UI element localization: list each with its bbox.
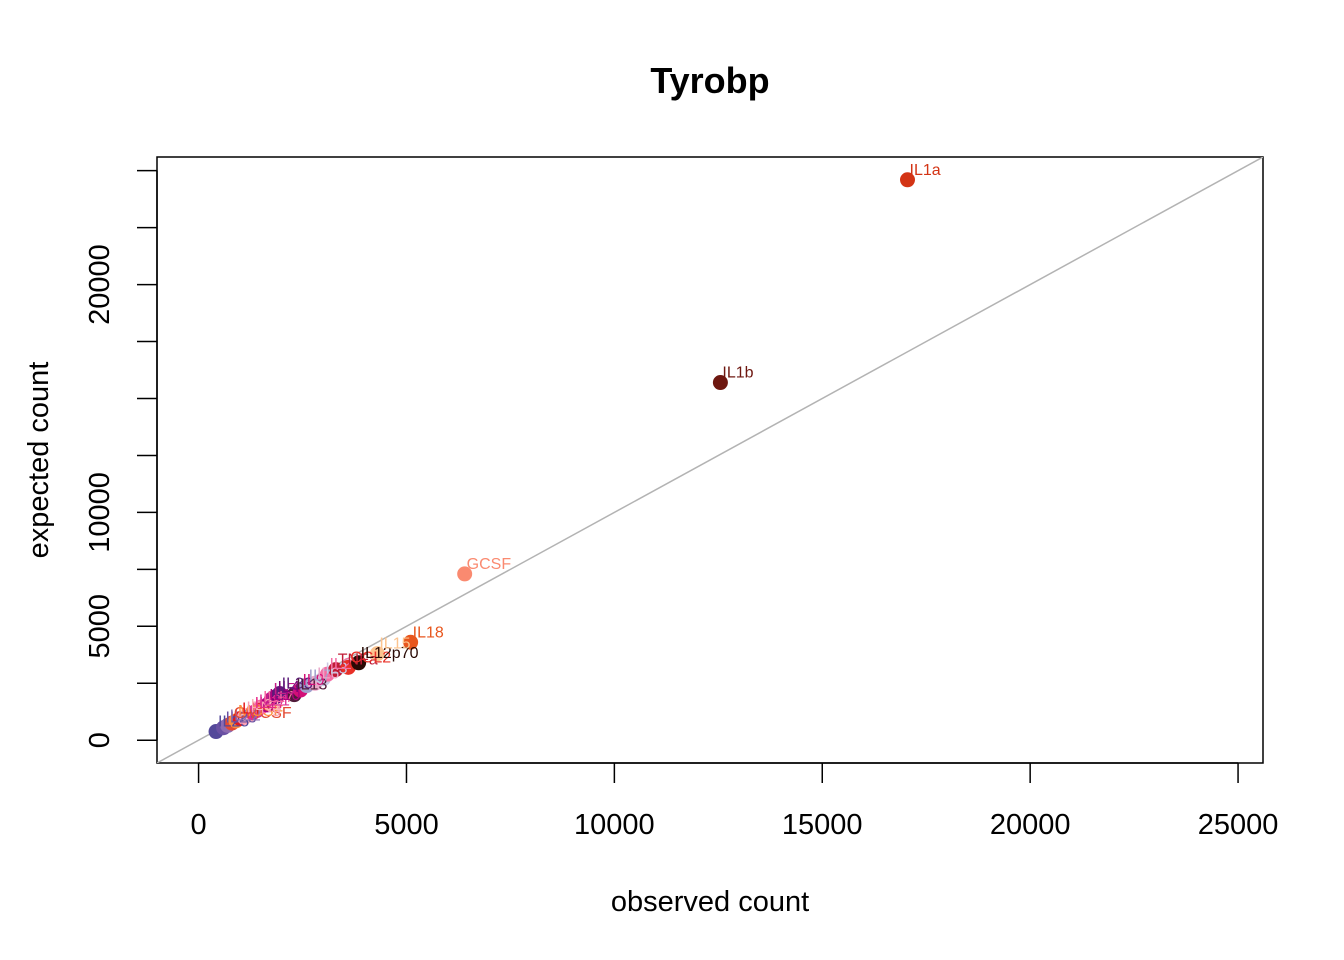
data-point [457, 566, 473, 582]
chart-title: Tyrobp [650, 60, 769, 101]
data-point-label: IL31 [250, 697, 281, 714]
data-point-label: MCSF [238, 703, 284, 720]
data-point-label: IL33 [282, 676, 313, 693]
data-point-label: IL2 [329, 656, 351, 673]
y-axis: 0 5000 10000 20000 [84, 169, 158, 748]
x-tick-label: 15000 [782, 809, 863, 841]
data-point-label: IL17 [263, 689, 294, 706]
data-point [351, 655, 367, 671]
data-point-label: IL15 [379, 636, 410, 653]
x-tick-label: 10000 [574, 809, 655, 841]
data-point-label: IL5 [273, 681, 295, 698]
data-point-label: IL9 [302, 672, 324, 689]
data-point-label: GCSF [467, 556, 512, 573]
data-point-label: GMCSF [234, 705, 292, 722]
y-tick-label: 5000 [84, 594, 116, 659]
x-tick-label: 5000 [374, 809, 439, 841]
x-tick-label: 20000 [990, 809, 1071, 841]
y-tick-label: 0 [84, 732, 116, 748]
data-point [900, 172, 915, 188]
data-point-label: IL25 [218, 714, 249, 731]
data-point-label: IL1b [722, 365, 753, 382]
x-axis: 0 5000 10000 15000 20000 25000 [191, 762, 1279, 841]
data-point-label: TNFa [338, 652, 378, 669]
data-point-label: IL21 [259, 693, 290, 710]
data-point [328, 662, 344, 678]
plot-area: IL25IL23IL22GMCSFMCSFLIFIFNgIL31IL27IL21… [157, 157, 1263, 763]
data-point-label: IL6 [317, 665, 339, 682]
data-point-label: IL4 [278, 679, 300, 696]
y-axis-label: expected count [23, 362, 55, 559]
data-point-label: IL27 [255, 695, 286, 712]
reference-line [157, 157, 1263, 763]
x-tick-label: 25000 [1198, 809, 1279, 841]
data-point-label: LIF [242, 701, 265, 718]
y-tick-label: 10000 [84, 472, 116, 553]
data-point-label: IL3 [325, 661, 347, 678]
data-point [712, 375, 728, 391]
x-tick-label: 0 [191, 809, 207, 841]
x-axis-label: observed count [611, 886, 809, 918]
data-point-label: IL10 [269, 687, 300, 704]
data-point-label: IL1a [910, 162, 941, 179]
data-point-label: IL7 [309, 668, 331, 685]
data-point-label: IL23 [226, 710, 257, 727]
data-point-label: IFNg [246, 699, 281, 716]
data-point [272, 686, 288, 702]
data-point [403, 634, 419, 650]
data-point-label: IL12p70 [361, 645, 419, 662]
data-point-label: CCL2 [350, 649, 391, 666]
data-point-label: IL22 [230, 707, 261, 724]
data-point [369, 646, 385, 662]
y-tick-label: 20000 [84, 244, 116, 325]
data-point-label: IL13 [296, 677, 327, 694]
data-point-label: IL18 [413, 624, 444, 641]
